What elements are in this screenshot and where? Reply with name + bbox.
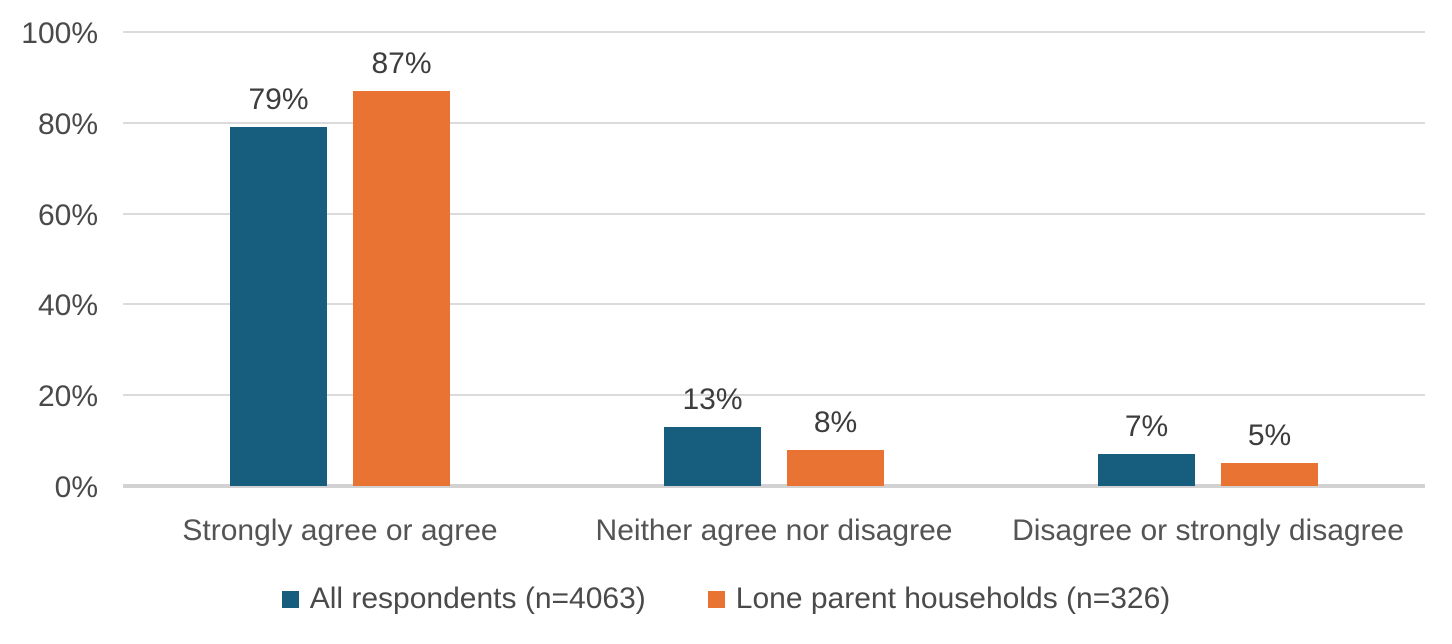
bar-lone-parent-households-n-326	[787, 449, 884, 486]
bar-lone-parent-households-n-326	[1221, 463, 1318, 486]
bar-value-label: 5%	[1247, 419, 1292, 453]
legend-swatch	[707, 590, 725, 608]
y-axis-tick-label: 60%	[37, 198, 98, 232]
bar-all-respondents-n-4063	[664, 426, 761, 486]
y-axis-tick-label: 40%	[37, 289, 98, 323]
legend: All respondents (n=4063) Lone parent hous…	[0, 582, 1452, 616]
gridline	[123, 394, 1425, 397]
gridline	[123, 212, 1425, 215]
legend-item: Lone parent households (n=326)	[707, 582, 1171, 616]
bar-value-label: 87%	[371, 47, 432, 81]
bar-value-label: 13%	[682, 382, 743, 416]
gridline	[123, 31, 1425, 33]
bar-value-label: 7%	[1124, 410, 1169, 444]
bar-all-respondents-n-4063	[1098, 454, 1195, 486]
legend-item: All respondents (n=4063)	[281, 582, 646, 616]
x-axis-category-label: Strongly agree or agree	[182, 514, 498, 547]
legend-swatch	[281, 590, 299, 608]
bar-value-label: 79%	[248, 83, 309, 117]
x-axis-category-label: Neither agree nor disagree	[595, 514, 953, 547]
bar-lone-parent-households-n-326	[353, 91, 450, 486]
legend-label: All respondents (n=4063)	[309, 582, 646, 615]
gridline	[123, 121, 1425, 124]
y-axis-tick-label: 20%	[37, 380, 98, 414]
x-axis-line	[123, 484, 1425, 488]
y-axis-tick-label: 0%	[54, 471, 98, 504]
bar-value-label: 8%	[813, 405, 858, 439]
bar-all-respondents-n-4063	[230, 127, 327, 486]
x-axis-category-label: Disagree or strongly disagree	[1012, 514, 1404, 547]
y-axis-tick-label: 100%	[21, 17, 98, 50]
y-axis-tick-label: 80%	[37, 107, 98, 141]
gridline	[123, 303, 1425, 306]
legend-label: Lone parent households (n=326)	[735, 582, 1171, 615]
